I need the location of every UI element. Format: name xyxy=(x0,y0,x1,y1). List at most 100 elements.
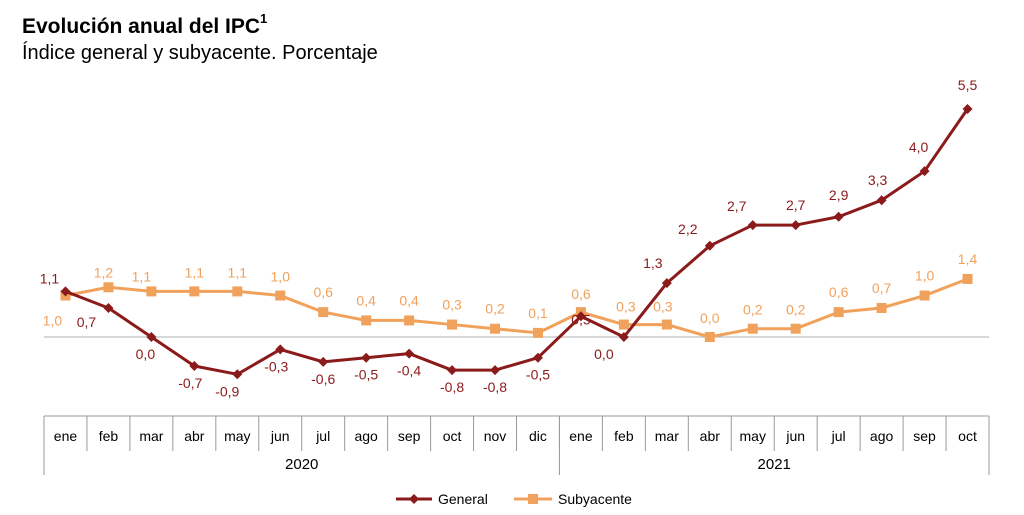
x-tick-label: oct xyxy=(958,428,977,444)
subyacente-point xyxy=(747,323,758,334)
general-point xyxy=(146,332,157,342)
legend-subyacente-marker xyxy=(528,494,538,504)
legend-general-label: General xyxy=(438,491,488,507)
general-point xyxy=(575,311,586,322)
general-data-label: -0,4 xyxy=(397,363,421,379)
general-data-label: 3,3 xyxy=(868,172,888,188)
subyacente-data-label: 1,0 xyxy=(43,313,63,329)
x-tick-label: jul xyxy=(315,428,330,444)
subyacente-data-label: 0,6 xyxy=(829,284,849,300)
general-point xyxy=(232,369,243,380)
x-tick-label: oct xyxy=(443,428,462,444)
general-point xyxy=(532,352,543,363)
x-tick-label: nov xyxy=(484,428,507,444)
chart-title: Evolución anual del IPC1 xyxy=(22,11,268,39)
general-point xyxy=(790,220,801,231)
x-tick-label: abr xyxy=(700,428,721,444)
general-point xyxy=(318,356,329,367)
year-group-label: 2021 xyxy=(758,456,791,473)
general-point xyxy=(361,352,372,363)
general-data-label: 2,2 xyxy=(678,221,698,237)
general-data-label: 4,0 xyxy=(909,139,929,155)
general-data-label: -0,9 xyxy=(215,383,239,399)
x-tick-label: ago xyxy=(354,428,378,444)
subyacente-point xyxy=(833,307,844,318)
subyacente-data-label: 1,2 xyxy=(94,264,114,280)
general-data-label: -0,8 xyxy=(483,379,507,395)
general-data-label: -0,8 xyxy=(440,379,464,395)
subyacente-point xyxy=(275,290,286,301)
general-point xyxy=(962,104,973,114)
general-data-label: 0,0 xyxy=(594,346,614,362)
chart-title-text: Evolución anual del IPC xyxy=(22,15,261,38)
subyacente-data-label: 1,1 xyxy=(228,264,248,280)
x-tick-label: jul xyxy=(831,428,846,444)
subyacente-data-label: 0,4 xyxy=(356,292,376,308)
x-tick-label: feb xyxy=(99,428,119,444)
general-point xyxy=(103,302,114,313)
subyacente-data-label: 0,3 xyxy=(616,299,636,315)
subyacente-point xyxy=(447,319,458,330)
general-point xyxy=(618,332,629,342)
subyacente-data-label: 0,2 xyxy=(786,302,806,318)
subyacente-point xyxy=(876,302,887,313)
subyacente-data-label: 1,0 xyxy=(271,269,291,285)
general-data-label: 2,9 xyxy=(829,187,849,203)
general-point xyxy=(447,365,458,376)
x-tick-label: ene xyxy=(569,428,593,444)
general-point xyxy=(876,195,887,206)
general-point xyxy=(833,211,844,222)
general-data-label: 2,7 xyxy=(786,197,806,213)
general-data-label: -0,3 xyxy=(264,358,288,374)
x-tick-label: abr xyxy=(184,428,205,444)
general-data-label: 1,3 xyxy=(643,255,663,271)
x-tick-label: may xyxy=(740,428,766,444)
subyacente-point xyxy=(704,332,715,342)
subyacente-data-label: 1,1 xyxy=(132,268,152,284)
legend-general-marker xyxy=(409,494,419,504)
x-tick-label: mar xyxy=(655,428,679,444)
general-point xyxy=(404,348,415,359)
x-tick-label: mar xyxy=(139,428,163,444)
subyacente-data-label: 1,1 xyxy=(185,264,205,280)
subyacente-data-label: 0,3 xyxy=(653,299,673,315)
subyacente-point xyxy=(361,315,372,326)
subyacente-point xyxy=(404,315,415,326)
subyacente-point xyxy=(919,290,930,301)
general-point xyxy=(60,286,71,297)
general-point xyxy=(661,278,672,289)
chart-title-footnote-mark: 1 xyxy=(260,11,268,26)
subyacente-point xyxy=(790,323,801,334)
general-data-label: -0,7 xyxy=(178,375,202,391)
x-tick-label: ene xyxy=(54,428,78,444)
general-data-label: 1,1 xyxy=(40,270,60,286)
x-tick-label: sep xyxy=(398,428,421,444)
general-data-label: -0,5 xyxy=(354,367,378,383)
general-point xyxy=(275,344,286,355)
subyacente-data-label: 0,2 xyxy=(743,302,763,318)
x-tick-label: ago xyxy=(870,428,894,444)
subyacente-point xyxy=(232,286,243,297)
general-data-label: -0,5 xyxy=(526,367,550,383)
subyacente-point xyxy=(318,307,329,318)
subyacente-point xyxy=(146,286,157,297)
subyacente-data-label: 0,3 xyxy=(442,297,462,313)
general-point xyxy=(919,166,930,177)
x-tick-label: jun xyxy=(785,428,805,444)
subyacente-point xyxy=(661,319,672,330)
subyacente-point xyxy=(532,327,543,338)
subyacente-data-label: 0,7 xyxy=(872,280,892,296)
subyacente-point xyxy=(490,323,501,334)
general-data-label: 2,7 xyxy=(727,198,747,214)
subyacente-data-label: 0,6 xyxy=(313,284,333,300)
general-data-label: 0,0 xyxy=(136,346,156,362)
general-point xyxy=(747,220,758,231)
x-tick-label: sep xyxy=(913,428,936,444)
year-group-label: 2020 xyxy=(285,456,318,473)
general-point xyxy=(189,361,200,372)
general-data-label: 0,5 xyxy=(571,311,591,327)
subyacente-point xyxy=(962,273,973,284)
general-data-label: -0,6 xyxy=(311,371,335,387)
subyacente-data-label: 1,4 xyxy=(958,251,978,267)
x-tick-label: may xyxy=(224,428,250,444)
